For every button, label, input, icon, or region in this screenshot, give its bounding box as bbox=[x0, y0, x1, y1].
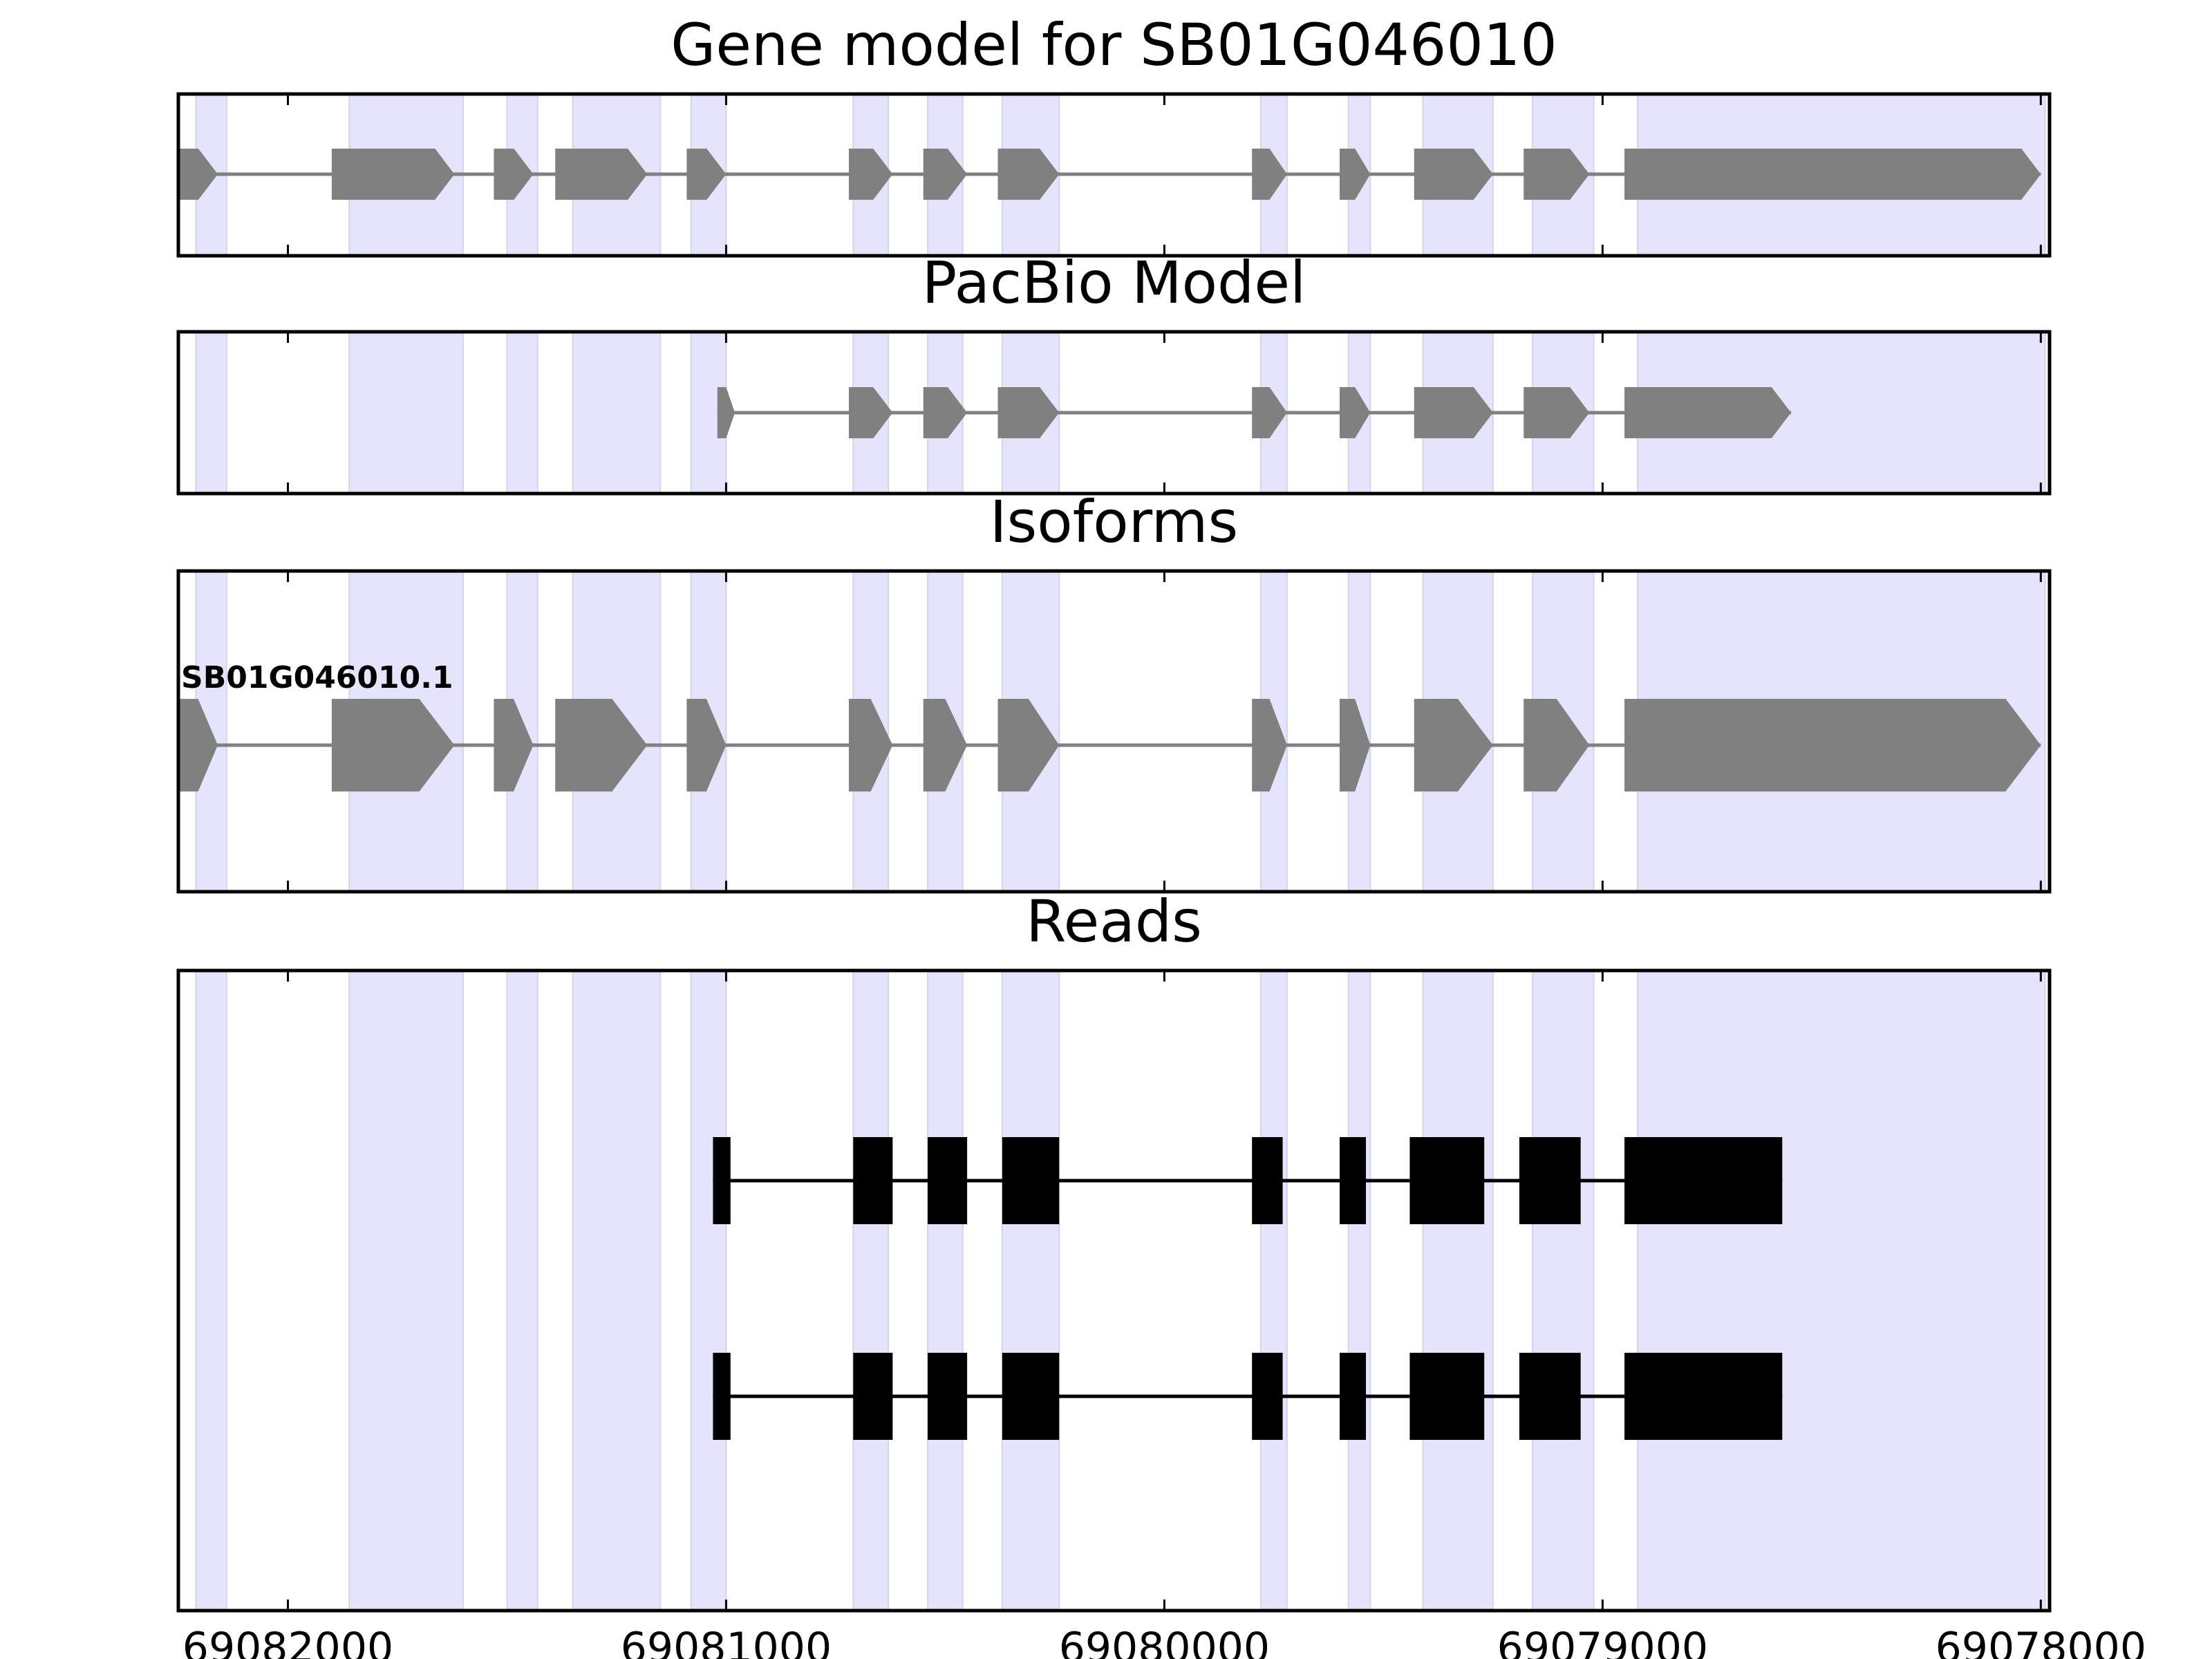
exon-region-band bbox=[1637, 970, 2046, 1611]
read-exon-block bbox=[853, 1137, 893, 1224]
exon-arrow bbox=[178, 149, 218, 200]
exon-arrow bbox=[923, 387, 968, 438]
read-exon-block bbox=[1002, 1137, 1060, 1224]
exon-region-band bbox=[1001, 970, 1060, 1611]
read-exon-block bbox=[853, 1353, 893, 1440]
exon-arrow bbox=[1624, 149, 2041, 200]
read-exon-block bbox=[1409, 1353, 1485, 1440]
exon-region-band bbox=[506, 331, 538, 494]
exon-arrow bbox=[848, 699, 893, 791]
panel-frame bbox=[176, 968, 2052, 1613]
panel-frame bbox=[176, 330, 2052, 496]
panel-title: Reads bbox=[1026, 888, 1202, 955]
exon-region-band bbox=[348, 331, 465, 494]
exon-region-band bbox=[195, 331, 227, 494]
read-exon-block bbox=[1624, 1137, 1783, 1224]
exon-region-band bbox=[1422, 970, 1494, 1611]
panel-frame bbox=[176, 569, 2052, 894]
read-exon-block bbox=[713, 1137, 731, 1224]
exon-region-band bbox=[852, 970, 890, 1611]
exon-arrow bbox=[1252, 699, 1287, 791]
exon-arrow bbox=[494, 699, 534, 791]
exon-arrow bbox=[848, 387, 893, 438]
read-exon-block bbox=[1409, 1137, 1485, 1224]
exon-arrow bbox=[1252, 149, 1287, 200]
exon-arrow bbox=[1339, 699, 1371, 791]
x-tick-label: 69079000 bbox=[1497, 1624, 1708, 1659]
exon-arrow bbox=[1414, 699, 1493, 791]
exon-arrow bbox=[997, 699, 1060, 791]
read-exon-block bbox=[713, 1353, 731, 1440]
read-exon-block bbox=[928, 1353, 968, 1440]
exon-arrow bbox=[331, 149, 455, 200]
read-exon-block bbox=[1519, 1353, 1581, 1440]
exon-arrow bbox=[1524, 699, 1590, 791]
exon-region-band bbox=[1347, 970, 1371, 1611]
exon-arrow bbox=[1252, 387, 1287, 438]
exon-region-band bbox=[195, 970, 227, 1611]
panel-frame bbox=[176, 92, 2052, 258]
exon-arrow bbox=[1339, 387, 1371, 438]
read-exon-block bbox=[1339, 1137, 1367, 1224]
x-tick-label: 69078000 bbox=[1936, 1624, 2146, 1659]
exon-arrow bbox=[331, 699, 455, 791]
exon-region-band bbox=[690, 970, 727, 1611]
panel-title: Gene model for SB01G046010 bbox=[671, 11, 1557, 79]
x-tick-label: 69081000 bbox=[621, 1624, 832, 1659]
panel-title: PacBio Model bbox=[922, 249, 1306, 317]
exon-arrow bbox=[686, 699, 727, 791]
exon-arrow bbox=[686, 149, 727, 200]
x-axis: 69082000 69081000 69080000 69079000 69078000 bbox=[182, 1624, 2146, 1659]
x-tick-label: 69080000 bbox=[1059, 1624, 1270, 1659]
exon-arrow bbox=[923, 699, 968, 791]
read-exon-block bbox=[1339, 1353, 1367, 1440]
read-exon-block bbox=[1252, 1137, 1283, 1224]
exon-arrow bbox=[494, 149, 534, 200]
panels-layer: Gene model for SB01G046010 PacBio Model Is… bbox=[176, 11, 2052, 1613]
exon-arrow bbox=[1524, 387, 1590, 438]
isoform-label: SB01G046010.1 bbox=[181, 660, 453, 695]
panel-title: Isoforms bbox=[990, 488, 1239, 556]
read-exon-block bbox=[1624, 1353, 1783, 1440]
exon-region-band bbox=[572, 970, 662, 1611]
exon-region-band bbox=[348, 970, 465, 1611]
exon-region-band bbox=[927, 970, 964, 1611]
read-exon-block bbox=[1519, 1137, 1581, 1224]
exon-region-band bbox=[572, 331, 662, 494]
exon-arrow bbox=[1414, 387, 1493, 438]
x-tick-label: 69082000 bbox=[182, 1624, 393, 1659]
exon-region-band bbox=[506, 970, 538, 1611]
panel-3: Isoforms SB01G046010.1 bbox=[176, 488, 2052, 894]
read-exon-block bbox=[928, 1137, 968, 1224]
exon-arrow bbox=[1624, 699, 2041, 791]
exon-region-band bbox=[1259, 970, 1288, 1611]
read-exon-block bbox=[1252, 1353, 1283, 1440]
read-exon-block bbox=[1002, 1353, 1060, 1440]
exon-arrow bbox=[555, 699, 648, 791]
exon-arrow bbox=[178, 699, 218, 791]
exon-arrow bbox=[1414, 149, 1493, 200]
exon-region-band bbox=[1531, 970, 1595, 1611]
exon-arrow bbox=[1624, 387, 1791, 438]
exon-arrow bbox=[848, 149, 893, 200]
exon-arrow bbox=[555, 149, 648, 200]
panel-2: PacBio Model bbox=[176, 249, 2052, 496]
exon-arrow bbox=[997, 387, 1060, 438]
exon-arrow bbox=[1524, 149, 1590, 200]
exon-arrow bbox=[1339, 149, 1371, 200]
panel-1: Gene model for SB01G046010 bbox=[176, 11, 2052, 258]
exon-arrow bbox=[923, 149, 968, 200]
panel-4: Reads bbox=[176, 888, 2052, 1613]
exon-arrow bbox=[717, 387, 735, 438]
exon-arrow bbox=[997, 149, 1060, 200]
